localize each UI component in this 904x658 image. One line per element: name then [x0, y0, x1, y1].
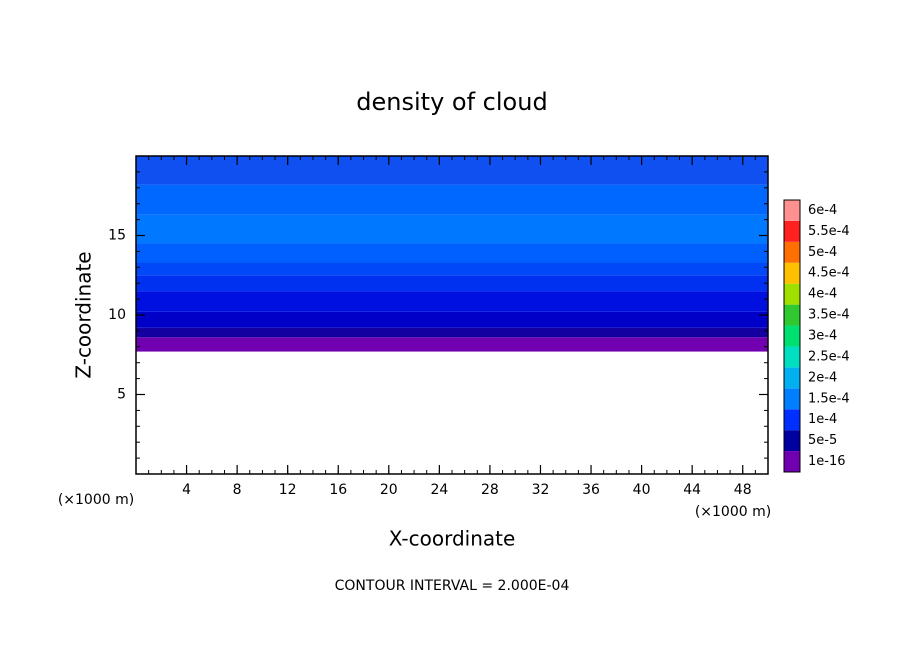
- x-tick-label: 4: [182, 482, 191, 498]
- colorbar-label: 1e-4: [808, 412, 837, 427]
- colorbar-label: 3e-4: [808, 329, 837, 344]
- colorbar-label: 6e-4: [808, 203, 837, 218]
- colorbar-label: 2.5e-4: [808, 349, 850, 364]
- chart-title: density of cloud: [356, 88, 547, 116]
- colorbar-box: [784, 346, 800, 368]
- colorbar-box: [784, 200, 800, 221]
- colorbar-label: 4e-4: [808, 287, 837, 302]
- x-tick-label: 24: [430, 482, 448, 498]
- contour-band: [136, 262, 768, 276]
- field: [136, 156, 768, 352]
- colorbar-box: [784, 430, 800, 452]
- colorbar-label: 5e-5: [808, 433, 837, 448]
- colorbar-box: [784, 325, 800, 347]
- x-axis-label: X-coordinate: [389, 527, 516, 551]
- x-tick-label: 8: [233, 482, 242, 498]
- x-tick-label: 12: [279, 482, 297, 498]
- x-tick-label: 40: [633, 482, 651, 498]
- y-axis-label: Z-coordinate: [72, 251, 96, 378]
- x-tick-label: 36: [582, 482, 600, 498]
- colorbar-box: [784, 262, 800, 284]
- y-tick-label: 10: [108, 307, 126, 323]
- x-tick-label: 32: [532, 482, 550, 498]
- x-tick-label: 20: [380, 482, 398, 498]
- colorbar-box: [784, 304, 800, 326]
- y-tick-label: 15: [108, 228, 126, 244]
- colorbar-box: [784, 451, 800, 472]
- colorbar-label: 5e-4: [808, 245, 837, 260]
- colorbar-box: [784, 388, 800, 410]
- colorbar-label: 1e-16: [808, 454, 846, 469]
- contour-band: [136, 214, 768, 244]
- contour-band: [136, 275, 768, 292]
- colorbar-label: 2e-4: [808, 370, 837, 385]
- colorbar-box: [784, 367, 800, 389]
- contour-band: [136, 291, 768, 312]
- colorbar-label: 3.5e-4: [808, 308, 850, 323]
- colorbar-label: 4.5e-4: [808, 266, 850, 281]
- colorbar-label: 1.5e-4: [808, 391, 850, 406]
- x-tick-label: 28: [481, 482, 499, 498]
- annotation: CONTOUR INTERVAL = 2.000E-04: [335, 578, 570, 594]
- x-tick-label: 16: [329, 482, 347, 498]
- x-tick-label: 44: [683, 482, 701, 498]
- colorbar-frame: [783, 199, 801, 473]
- colorbar-box: [784, 220, 800, 242]
- contour-band: [136, 156, 768, 185]
- x-unit-right: (×1000 m): [695, 504, 771, 520]
- contour-band: [136, 243, 768, 263]
- colorbar-box: [784, 241, 800, 263]
- x-tick-label: 48: [734, 482, 752, 498]
- colorbar-label: 5.5e-4: [808, 224, 850, 239]
- contour-band: [136, 184, 768, 215]
- x-unit-left: (×1000 m): [58, 492, 134, 508]
- colorbar-box: [784, 409, 800, 431]
- contour-band: [136, 337, 768, 352]
- contour-band: [136, 311, 768, 328]
- colorbar-box: [784, 283, 800, 305]
- contour-band: [136, 327, 768, 338]
- y-tick-label: 5: [117, 387, 126, 403]
